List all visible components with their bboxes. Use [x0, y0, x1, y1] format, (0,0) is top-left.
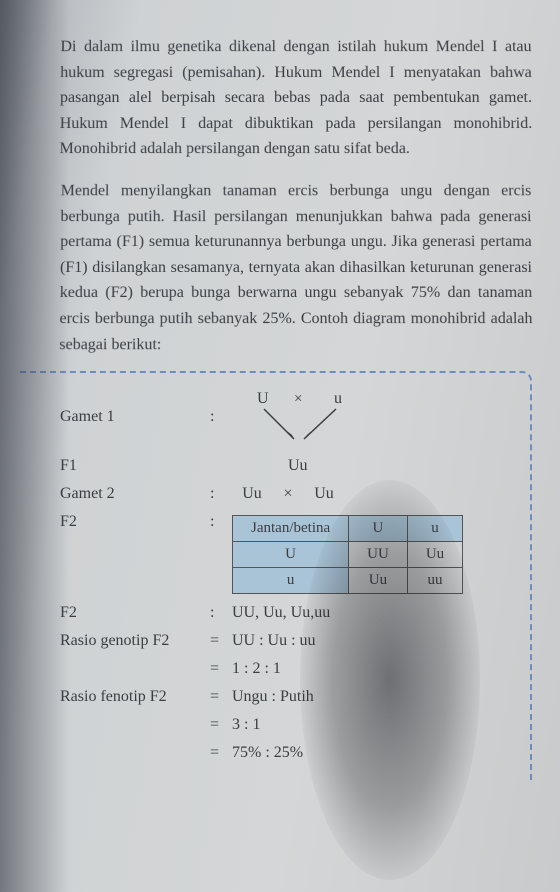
punnett-col-u: u [407, 516, 462, 542]
label-f1: F1 [60, 457, 210, 475]
punnett-header: Jantan/betina [233, 516, 349, 542]
punnett-cell: Uu [349, 568, 408, 594]
punnett-col-U: U [349, 516, 408, 542]
table-row: u Uu uu [233, 568, 463, 594]
punnett-cell: UU [349, 542, 408, 568]
monohybrid-diagram: Gamet 1 : U × u F1 Uu Gamet 2 : [20, 371, 532, 782]
value-fenotip: Ungu : Putih [232, 688, 510, 706]
g2-Uu1: Uu [232, 485, 272, 503]
value-genotip: UU : Uu : uu [232, 632, 510, 650]
paragraph-1: Di dalam ilmu genetika dikenal dengan is… [59, 34, 532, 162]
table-row: U UU Uu [233, 542, 463, 568]
punnett-row-U: U [233, 542, 349, 568]
value-genotip-ratio: 1 : 2 : 1 [232, 660, 510, 678]
punnett-cell: uu [407, 568, 462, 594]
punnett-container: Jantan/betina U u U UU Uu u Uu uu [232, 513, 510, 594]
row-f2-list: F2 : UU, Uu, Uu,uu [60, 604, 510, 622]
punnett-row-u: u [233, 568, 349, 594]
label-f2a: F2 [60, 513, 210, 531]
row-f1: F1 Uu [60, 457, 510, 475]
g1-U: U [257, 390, 269, 407]
colon: : [210, 408, 232, 426]
row-genotip: Rasio genotip F2 = UU : Uu : uu [60, 632, 510, 650]
value-percent: 75% : 25% [232, 744, 510, 762]
label-f2b: F2 [60, 604, 210, 622]
cross-arrows-svg: U × u [232, 387, 392, 447]
row-fenotip: Rasio fenotip F2 = Ungu : Putih [60, 688, 510, 706]
value-gamet2: Uu × Uu [232, 485, 510, 503]
paragraph-2: Mendel menyilangkan tanaman ercis berbun… [59, 178, 533, 357]
g2-Uu2: Uu [304, 485, 344, 503]
row-percent: = 75% : 25% [60, 744, 510, 762]
label-gamet1: Gamet 1 [60, 408, 210, 426]
label-rasio-fenotip: Rasio fenotip F2 [60, 688, 210, 706]
row-f2-table: F2 : Jantan/betina U u U UU Uu u [60, 513, 510, 594]
value-fenotip-ratio: 3 : 1 [232, 716, 510, 734]
value-f1: Uu [232, 457, 510, 475]
label-rasio-genotip: Rasio genotip F2 [60, 632, 210, 650]
row-gamet2: Gamet 2 : Uu × Uu [60, 485, 510, 503]
punnett-square: Jantan/betina U u U UU Uu u Uu uu [232, 515, 463, 594]
row-gamet1: Gamet 1 : U × u [60, 387, 510, 447]
value-f2list: UU, Uu, Uu,uu [232, 604, 510, 622]
gamet1-cross: U × u [232, 387, 510, 447]
g1-u: u [334, 390, 342, 407]
page-content: Di dalam ilmu genetika dikenal dengan is… [0, 0, 560, 782]
label-gamet2: Gamet 2 [60, 485, 210, 503]
g1-x: × [294, 391, 302, 407]
row-fenotip-ratio: = 3 : 1 [60, 716, 510, 734]
table-row: Jantan/betina U u [233, 516, 463, 542]
row-genotip-ratio: = 1 : 2 : 1 [60, 660, 510, 678]
punnett-cell: Uu [407, 542, 462, 568]
g2-x: × [276, 485, 300, 503]
